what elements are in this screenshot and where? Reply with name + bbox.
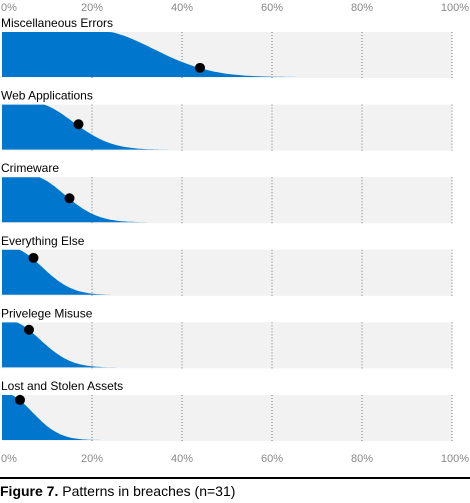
figure-number: Figure 7. bbox=[0, 483, 59, 499]
panel-background bbox=[2, 322, 452, 369]
x-tick-label: 40% bbox=[171, 453, 193, 465]
panel-label: Everything Else bbox=[1, 234, 85, 248]
panel-lost-and-stolen-assets: Lost and Stolen Assets bbox=[1, 379, 453, 441]
panels: Miscellaneous Errors Web Applications Crim… bbox=[1, 16, 453, 441]
median-point bbox=[64, 193, 75, 204]
x-tick-label: 100% bbox=[441, 2, 469, 14]
x-tick-label: 100% bbox=[441, 453, 469, 465]
distribution-area bbox=[2, 395, 110, 440]
caption-rule bbox=[0, 477, 470, 479]
x-tick-label: 40% bbox=[171, 2, 193, 14]
panel-label: Web Applications bbox=[1, 89, 93, 103]
figure-caption: Figure 7. Patterns in breaches (n=31) bbox=[0, 483, 235, 499]
x-tick-label: 60% bbox=[261, 2, 283, 14]
x-ticks-top: 0% 20% 40% 60% 80% 100% bbox=[1, 2, 469, 14]
x-ticks-bottom: 0% 20% 40% 60% 80% 100% bbox=[1, 453, 469, 465]
panel-background bbox=[2, 249, 452, 296]
panel-label: Crimeware bbox=[1, 161, 59, 175]
x-tick-label: 0% bbox=[1, 453, 17, 465]
panel-label: Lost and Stolen Assets bbox=[1, 379, 123, 393]
x-tick-label: 80% bbox=[351, 453, 373, 465]
median-point bbox=[15, 394, 25, 405]
x-tick-label: 0% bbox=[1, 2, 17, 14]
panel-everything-else: Everything Else bbox=[1, 234, 453, 296]
median-point bbox=[195, 62, 205, 73]
x-tick-label: 60% bbox=[261, 453, 283, 465]
x-tick-label: 80% bbox=[351, 2, 373, 14]
panel-privelege-misuse: Privelege Misuse bbox=[1, 306, 453, 369]
panel-background bbox=[2, 395, 452, 441]
chart: Miscellaneous Errors Web Applications Crim… bbox=[1, 2, 469, 465]
panel-web-applications: Web Applications bbox=[1, 89, 453, 151]
x-tick-label: 20% bbox=[81, 2, 103, 14]
distribution-area bbox=[2, 32, 317, 77]
panel-label: Miscellaneous Errors bbox=[1, 16, 113, 30]
distribution-area bbox=[2, 104, 182, 150]
panel-label: Privelege Misuse bbox=[1, 306, 93, 320]
median-point bbox=[28, 252, 39, 263]
x-tick-label: 20% bbox=[81, 453, 103, 465]
caption-text: Patterns in breaches (n=31) bbox=[58, 483, 236, 499]
distribution-area bbox=[2, 177, 160, 223]
median-point bbox=[24, 324, 34, 335]
distribution-area bbox=[2, 322, 128, 368]
median-point bbox=[73, 119, 84, 130]
panel-miscellaneous-errors: Miscellaneous Errors bbox=[1, 16, 453, 78]
panel-crimeware: Crimeware bbox=[1, 161, 453, 224]
